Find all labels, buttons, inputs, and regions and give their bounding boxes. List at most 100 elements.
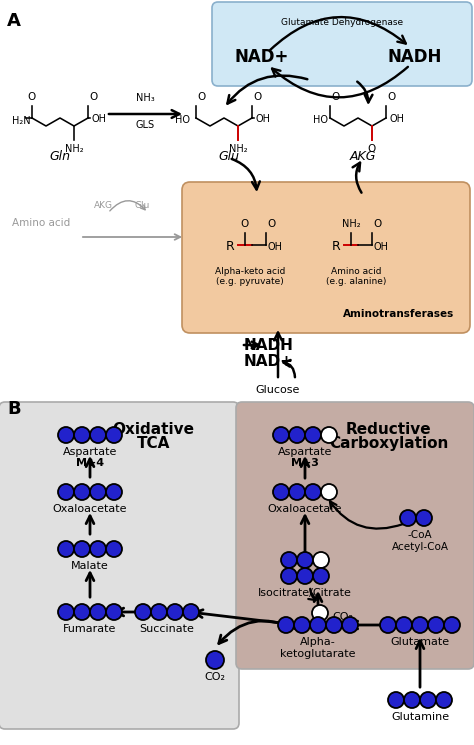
Circle shape [310, 617, 326, 633]
Circle shape [135, 604, 151, 620]
Text: Amino acid: Amino acid [331, 267, 381, 276]
Circle shape [436, 692, 452, 708]
Circle shape [74, 604, 90, 620]
Text: -CoA: -CoA [408, 530, 432, 540]
Text: NH₂: NH₂ [64, 144, 83, 154]
Text: TCA: TCA [137, 436, 170, 451]
Circle shape [58, 541, 74, 557]
Text: O: O [241, 219, 249, 229]
Text: R: R [226, 241, 234, 253]
Circle shape [416, 510, 432, 526]
Text: R: R [332, 241, 340, 253]
Text: O: O [197, 92, 205, 102]
Circle shape [404, 692, 420, 708]
Circle shape [183, 604, 199, 620]
Text: B: B [7, 400, 21, 418]
Circle shape [58, 604, 74, 620]
Circle shape [273, 484, 289, 500]
Circle shape [305, 427, 321, 443]
Text: Amino acid: Amino acid [12, 218, 70, 228]
Text: Isocitrate/Citrate: Isocitrate/Citrate [258, 588, 352, 598]
Text: Carboxylation: Carboxylation [329, 436, 448, 451]
Text: Reductive: Reductive [346, 422, 432, 437]
Circle shape [90, 604, 106, 620]
Text: HO: HO [313, 115, 328, 125]
FancyBboxPatch shape [236, 402, 474, 669]
Text: O: O [253, 92, 261, 102]
Circle shape [313, 568, 329, 584]
Text: M+4: M+4 [76, 458, 104, 468]
Text: (e.g. alanine): (e.g. alanine) [326, 277, 386, 286]
Circle shape [289, 427, 305, 443]
Text: O: O [373, 219, 381, 229]
Circle shape [305, 484, 321, 500]
Text: Glu: Glu [134, 201, 150, 210]
Circle shape [321, 484, 337, 500]
Circle shape [321, 427, 337, 443]
Text: NADH: NADH [388, 48, 442, 66]
Circle shape [297, 568, 313, 584]
Circle shape [74, 427, 90, 443]
Text: Fumarate: Fumarate [64, 624, 117, 634]
Circle shape [380, 617, 396, 633]
Circle shape [428, 617, 444, 633]
Circle shape [297, 552, 313, 568]
Text: Malate: Malate [71, 561, 109, 571]
Text: O: O [267, 219, 275, 229]
Circle shape [313, 552, 329, 568]
Text: Glutamate Dehydrogenase: Glutamate Dehydrogenase [281, 18, 403, 27]
Text: OH: OH [390, 114, 405, 124]
Text: (e.g. pyruvate): (e.g. pyruvate) [216, 277, 284, 286]
Circle shape [278, 617, 294, 633]
Circle shape [420, 692, 436, 708]
Text: O: O [387, 92, 395, 102]
Circle shape [326, 617, 342, 633]
Circle shape [342, 617, 358, 633]
Text: NH₂: NH₂ [342, 219, 360, 229]
Text: O: O [28, 92, 36, 102]
Circle shape [74, 541, 90, 557]
Text: Glucose: Glucose [256, 385, 300, 395]
Text: NAD+: NAD+ [235, 48, 289, 66]
Circle shape [289, 484, 305, 500]
Text: O: O [368, 144, 376, 154]
Text: A: A [7, 12, 21, 30]
Circle shape [206, 651, 224, 669]
Circle shape [58, 484, 74, 500]
Text: Glutamine: Glutamine [391, 712, 449, 722]
Text: Gln: Gln [49, 150, 71, 163]
Circle shape [294, 617, 310, 633]
Text: GLS: GLS [136, 120, 155, 130]
Text: OH: OH [374, 242, 389, 252]
FancyBboxPatch shape [182, 182, 470, 333]
Text: M+3: M+3 [291, 458, 319, 468]
Text: NH₂: NH₂ [228, 144, 247, 154]
Text: Alpha-keto acid: Alpha-keto acid [215, 267, 285, 276]
Text: Aspartate: Aspartate [63, 447, 117, 457]
Circle shape [106, 541, 122, 557]
Circle shape [58, 427, 74, 443]
Text: OH: OH [256, 114, 271, 124]
Text: O: O [331, 92, 339, 102]
Circle shape [106, 427, 122, 443]
Circle shape [106, 604, 122, 620]
FancyBboxPatch shape [0, 402, 239, 729]
Text: Alpha-: Alpha- [300, 637, 336, 647]
Circle shape [90, 427, 106, 443]
Circle shape [273, 427, 289, 443]
Text: Acetyl-CoA: Acetyl-CoA [392, 542, 448, 552]
Text: ketoglutarate: ketoglutarate [280, 649, 356, 659]
Circle shape [281, 552, 297, 568]
Text: Oxidative: Oxidative [112, 422, 194, 437]
Text: Glutamate: Glutamate [391, 637, 449, 647]
Text: AKG: AKG [350, 150, 376, 163]
Text: HO: HO [175, 115, 190, 125]
Circle shape [412, 617, 428, 633]
Circle shape [167, 604, 183, 620]
Circle shape [396, 617, 412, 633]
Circle shape [90, 541, 106, 557]
Text: Oxaloacetate: Oxaloacetate [268, 504, 342, 514]
Text: H₂N: H₂N [12, 116, 31, 126]
Text: Glu: Glu [219, 150, 239, 163]
Circle shape [388, 692, 404, 708]
